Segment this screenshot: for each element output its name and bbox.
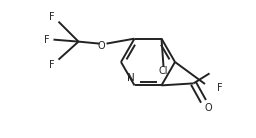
Text: N: N	[127, 73, 134, 83]
Text: O: O	[98, 41, 105, 51]
Text: F: F	[49, 12, 54, 22]
Text: F: F	[49, 60, 54, 70]
Text: F: F	[44, 35, 49, 45]
Text: F: F	[217, 83, 223, 93]
Text: O: O	[205, 103, 212, 113]
Text: Cl: Cl	[159, 66, 168, 76]
